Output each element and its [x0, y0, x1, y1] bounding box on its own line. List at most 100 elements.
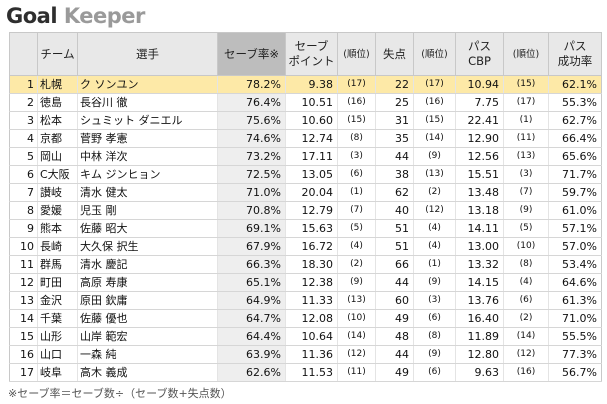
save-point-rank-cell: (7) — [337, 201, 376, 220]
header-conceded[interactable]: 失点 — [375, 32, 414, 76]
conceded-cell: 38 — [375, 165, 414, 184]
header-save-rate[interactable]: セーブ率※ — [217, 32, 286, 76]
conceded-rank-cell: (13) — [413, 165, 456, 184]
conceded-rank-cell: (17) — [413, 75, 456, 94]
pass-cbp-cell: 11.89 — [455, 327, 504, 346]
title-part-keeper: Keeper — [63, 4, 146, 28]
header-pass-line2: CBP — [468, 54, 491, 68]
conceded-cell: 51 — [375, 219, 414, 238]
player-cell: シュミット ダニエル — [77, 111, 218, 130]
pass-rate-cell: 62.1% — [548, 75, 602, 94]
table-row[interactable]: 14 千葉 佐藤 優也 64.7% 12.08 (10) 49 (6) 16.40 (2) 71.0… — [9, 309, 602, 328]
team-cell: 岡山 — [37, 147, 78, 166]
pass-cbp-cell: 16.40 — [455, 309, 504, 328]
header-conceded-rank[interactable]: (順位) — [413, 32, 456, 76]
rank-number: 9 — [9, 219, 38, 238]
table-row[interactable]: 15 山形 山岸 範宏 64.4% 10.64 (14) 48 (8) 11.89 (14) 55.… — [9, 327, 602, 346]
save-point-cell: 13.05 — [285, 165, 338, 184]
header-pass-rate[interactable]: パス 成功率 — [548, 32, 602, 76]
table-row[interactable]: 3 松本 シュミット ダニエル 75.6% 10.60 (15) 31 (15) 22.41 (1… — [9, 111, 602, 130]
pass-rank-cell: (2) — [503, 309, 549, 328]
table-row[interactable]: 11 群馬 清水 慶記 66.3% 18.30 (2) 66 (1) 13.32 (8) 53.4% — [9, 255, 602, 274]
conceded-cell: 44 — [375, 273, 414, 292]
header-team[interactable]: チーム — [37, 32, 78, 76]
player-cell: 清水 慶記 — [77, 255, 218, 274]
pass-cbp-cell: 12.80 — [455, 345, 504, 364]
header-pass-rate-line2: 成功率 — [557, 54, 593, 68]
conceded-cell: 22 — [375, 75, 414, 94]
pass-rank-cell: (6) — [503, 291, 549, 310]
header-pass-rank[interactable]: (順位) — [503, 32, 549, 76]
save-point-rank-cell: (9) — [337, 273, 376, 292]
table-row[interactable]: 6 C大阪 キム ジンヒョン 72.5% 13.05 (6) 38 (13) 15.51 (3) 7… — [9, 165, 602, 184]
table-row[interactable]: 7 讃岐 清水 健太 71.0% 20.04 (1) 62 (2) 13.48 (7) 59.7% — [9, 183, 602, 202]
save-point-rank-cell: (16) — [337, 93, 376, 112]
rank-number: 15 — [9, 327, 38, 346]
header-pass-line1: パス — [468, 39, 491, 53]
header-save-point[interactable]: セーブ ポイント — [285, 32, 338, 76]
player-cell: 高原 寿康 — [77, 273, 218, 292]
conceded-cell: 44 — [375, 147, 414, 166]
header-pass-rate-line1: パス — [563, 39, 587, 53]
save-rate-cell: 69.1% — [217, 219, 286, 238]
table-row[interactable]: 13 金沢 原田 欽庸 64.9% 11.33 (13) 60 (3) 13.76 (6) 61.3… — [9, 291, 602, 310]
save-rate-cell: 64.4% — [217, 327, 286, 346]
table-row[interactable]: 12 町田 高原 寿康 65.1% 12.38 (9) 44 (9) 14.15 (4) 64.6% — [9, 273, 602, 292]
team-cell: 金沢 — [37, 291, 78, 310]
save-point-cell: 18.30 — [285, 255, 338, 274]
save-rate-cell: 73.2% — [217, 147, 286, 166]
table-row[interactable]: 8 愛媛 児玉 剛 70.8% 12.79 (7) 40 (12) 13.18 (9) 61.0% — [9, 201, 602, 220]
header-pass-cbp[interactable]: パス CBP — [455, 32, 504, 76]
player-cell: 児玉 剛 — [77, 201, 218, 220]
team-cell: 群馬 — [37, 255, 78, 274]
player-cell: 佐藤 優也 — [77, 309, 218, 328]
conceded-rank-cell: (15) — [413, 111, 456, 130]
save-point-rank-cell: (1) — [337, 183, 376, 202]
conceded-cell: 40 — [375, 201, 414, 220]
save-rate-cell: 64.7% — [217, 309, 286, 328]
rank-number: 8 — [9, 201, 38, 220]
table-row[interactable]: 1 札幌ク ソンユン 78.2% 9.38 (17) 22 (17) 10.94 (15) 62.… — [9, 75, 602, 94]
rank-number: 3 — [9, 111, 38, 130]
conceded-cell: 35 — [375, 129, 414, 148]
save-point-cell: 12.74 — [285, 129, 338, 148]
table-row[interactable]: 10 長崎 大久保 択生 67.9% 16.72 (4) 51 (4) 13.00 (10) 57.… — [9, 237, 602, 256]
save-point-rank-cell: (8) — [337, 129, 376, 148]
save-point-cell: 15.63 — [285, 219, 338, 238]
pass-cbp-cell: 9.63 — [455, 363, 504, 382]
player-cell: 中林 洋次 — [77, 147, 218, 166]
table-row[interactable]: 4 京都 菅野 孝憲 74.6% 12.74 (8) 35 (14) 12.90 (11) 66.4… — [9, 129, 602, 148]
conceded-rank-cell: (16) — [413, 93, 456, 112]
team-cell: 熊本 — [37, 219, 78, 238]
pass-rate-cell: 71.7% — [548, 165, 602, 184]
conceded-rank-cell: (9) — [413, 345, 456, 364]
save-rate-cell: 74.6% — [217, 129, 286, 148]
save-rate-cell: 66.3% — [217, 255, 286, 274]
header-player[interactable]: 選手 — [77, 32, 218, 76]
save-point-rank-cell: (6) — [337, 165, 376, 184]
pass-rate-cell: 61.3% — [548, 291, 602, 310]
save-point-cell: 17.11 — [285, 147, 338, 166]
save-point-rank-cell: (10) — [337, 309, 376, 328]
table-row[interactable]: 9 熊本 佐藤 昭大 69.1% 15.63 (5) 51 (4) 14.11 (5) 57.1% — [9, 219, 602, 238]
table-row[interactable]: 17 岐阜 高木 義成 62.6% 11.53 (11) 49 (6) 9.63 (16) 56.7… — [9, 363, 602, 382]
team-cell: 長崎 — [37, 237, 78, 256]
save-point-cell: 11.36 — [285, 345, 338, 364]
team-cell: 徳島 — [37, 93, 78, 112]
team-cell: 京都 — [37, 129, 78, 148]
team-cell: 町田 — [37, 273, 78, 292]
rank-number: 7 — [9, 183, 38, 202]
pass-rate-cell: 77.3% — [548, 345, 602, 364]
table-row[interactable]: 2 徳島 長谷川 徹 76.4% 10.51 (16) 25 (16) 7.75 (17) 55.3… — [9, 93, 602, 112]
save-point-cell: 12.38 — [285, 273, 338, 292]
player-cell: 一森 純 — [77, 345, 218, 364]
conceded-rank-cell: (1) — [413, 255, 456, 274]
table-row[interactable]: 5 岡山 中林 洋次 73.2% 17.11 (3) 44 (9) 12.56 (13) 65.6% — [9, 147, 602, 166]
pass-rank-cell: (4) — [503, 273, 549, 292]
table-row[interactable]: 16 山口 一森 純 63.9% 11.36 (12) 44 (9) 12.80 (12) 77.3… — [9, 345, 602, 364]
save-rate-cell: 78.2% — [217, 75, 286, 94]
team-cell: 讃岐 — [37, 183, 78, 202]
player-cell: 原田 欽庸 — [77, 291, 218, 310]
header-save-point-rank[interactable]: (順位) — [337, 32, 376, 76]
pass-rate-cell: 56.7% — [548, 363, 602, 382]
